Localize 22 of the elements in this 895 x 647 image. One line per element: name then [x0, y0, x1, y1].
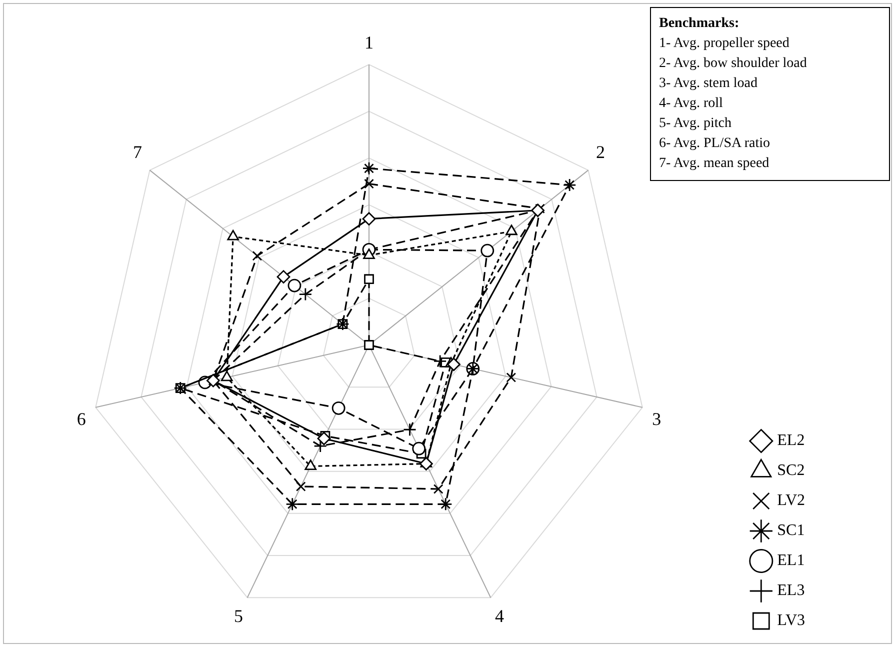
spoke-label: 5 — [234, 606, 243, 626]
legend-label: EL3 — [777, 582, 805, 600]
text: 5- Avg. pitch — [659, 115, 732, 133]
spoke-label: 3 — [652, 409, 662, 430]
text: 2- Avg. bow shoulder load — [659, 55, 808, 73]
text: 1- Avg. propeller speed — [659, 35, 790, 53]
legend-label: LV3 — [777, 612, 805, 630]
spoke-label: 4 — [495, 606, 504, 626]
spoke-label: 6 — [76, 409, 86, 430]
text: 4- Avg. roll — [659, 95, 724, 113]
text: 7- Avg. mean speed — [659, 155, 770, 173]
legend-label: LV2 — [777, 492, 805, 510]
text: 3- Avg. stem load — [659, 75, 759, 93]
text: 6- Avg. PL/SA ratio — [659, 135, 771, 153]
text: Benchmarks: — [659, 15, 740, 33]
spoke-label: 1 — [364, 32, 374, 53]
legend-label: SC1 — [777, 522, 805, 540]
spoke-label: 2 — [596, 142, 606, 162]
legend-label: EL1 — [777, 552, 805, 570]
legend-label: SC2 — [777, 462, 805, 480]
spoke-label: 7 — [132, 142, 142, 162]
legend-label: EL2 — [777, 432, 805, 450]
